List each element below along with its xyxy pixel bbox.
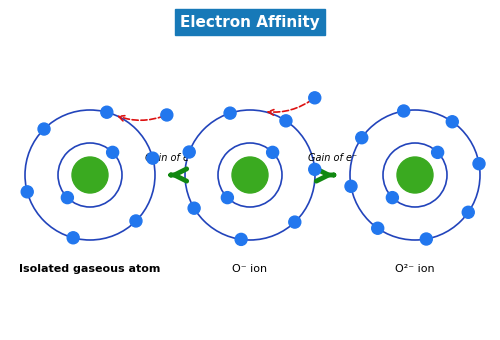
Circle shape (397, 157, 433, 193)
Circle shape (345, 180, 357, 192)
Circle shape (309, 163, 321, 175)
Circle shape (372, 222, 384, 234)
Text: O²⁻ ion: O²⁻ ion (395, 264, 435, 274)
Text: O⁻ ion: O⁻ ion (232, 264, 268, 274)
Text: Electron Affinity: Electron Affinity (180, 15, 320, 30)
Circle shape (106, 147, 118, 158)
Circle shape (289, 216, 301, 228)
Circle shape (432, 147, 444, 158)
Circle shape (147, 152, 159, 164)
Text: Isolated gaseous atom: Isolated gaseous atom (20, 264, 160, 274)
Circle shape (188, 202, 200, 214)
Circle shape (309, 92, 321, 104)
Circle shape (67, 232, 79, 244)
Circle shape (356, 132, 368, 144)
Circle shape (62, 192, 74, 204)
Circle shape (38, 123, 50, 135)
Circle shape (280, 115, 292, 127)
Circle shape (266, 147, 278, 158)
Circle shape (72, 157, 108, 193)
Circle shape (222, 192, 234, 204)
Circle shape (232, 157, 268, 193)
Circle shape (386, 192, 398, 204)
Circle shape (235, 233, 247, 245)
Circle shape (130, 215, 142, 227)
Text: Gain of e⁻: Gain of e⁻ (308, 153, 357, 163)
Circle shape (224, 107, 236, 119)
Circle shape (473, 158, 485, 170)
Circle shape (462, 206, 474, 218)
Circle shape (420, 233, 432, 245)
Circle shape (21, 186, 33, 198)
Circle shape (398, 105, 409, 117)
Circle shape (101, 106, 113, 118)
Circle shape (446, 116, 458, 128)
Text: Gain of e⁻: Gain of e⁻ (146, 153, 194, 163)
Circle shape (161, 109, 173, 121)
Circle shape (183, 146, 195, 158)
